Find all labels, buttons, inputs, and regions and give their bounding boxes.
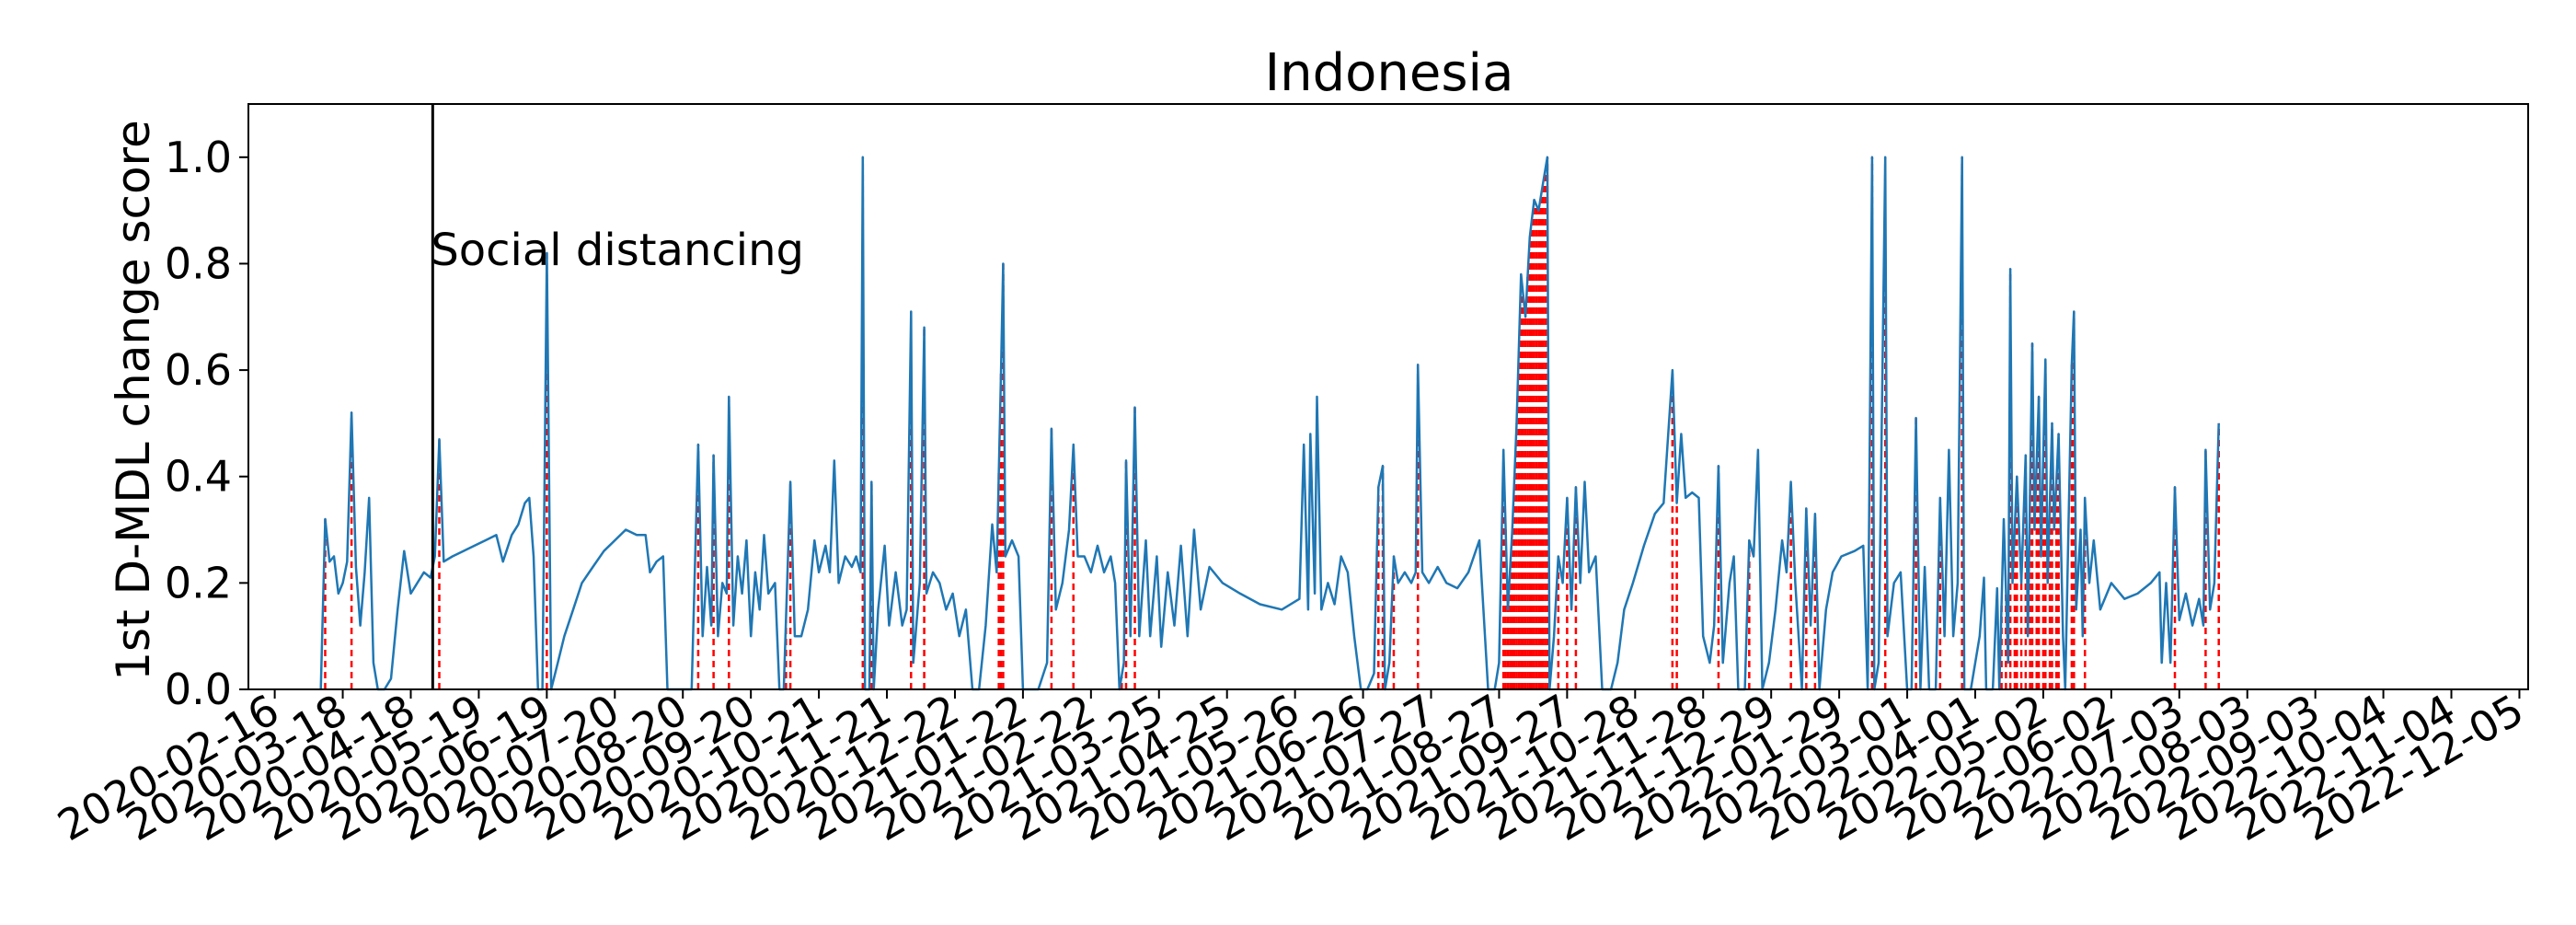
- y-tick-label: 1.0: [165, 133, 232, 182]
- plot-area: Social distancing: [319, 104, 2220, 691]
- y-tick-label: 0.2: [165, 558, 232, 607]
- y-tick-label: 0.6: [165, 345, 232, 395]
- y-tick-label: 0.0: [165, 665, 232, 714]
- y-tick-label: 0.8: [165, 238, 232, 288]
- plot-frame: [247, 103, 2529, 690]
- y-tick-label: 0.4: [165, 452, 232, 502]
- y-axis-label: 1st D-MDL change score: [107, 120, 160, 681]
- axes: 0.00.20.40.60.81.02020-02-162020-03-1820…: [50, 133, 2532, 850]
- event-annotation: Social distancing: [431, 225, 804, 276]
- chart-title: Indonesia: [1265, 43, 1514, 103]
